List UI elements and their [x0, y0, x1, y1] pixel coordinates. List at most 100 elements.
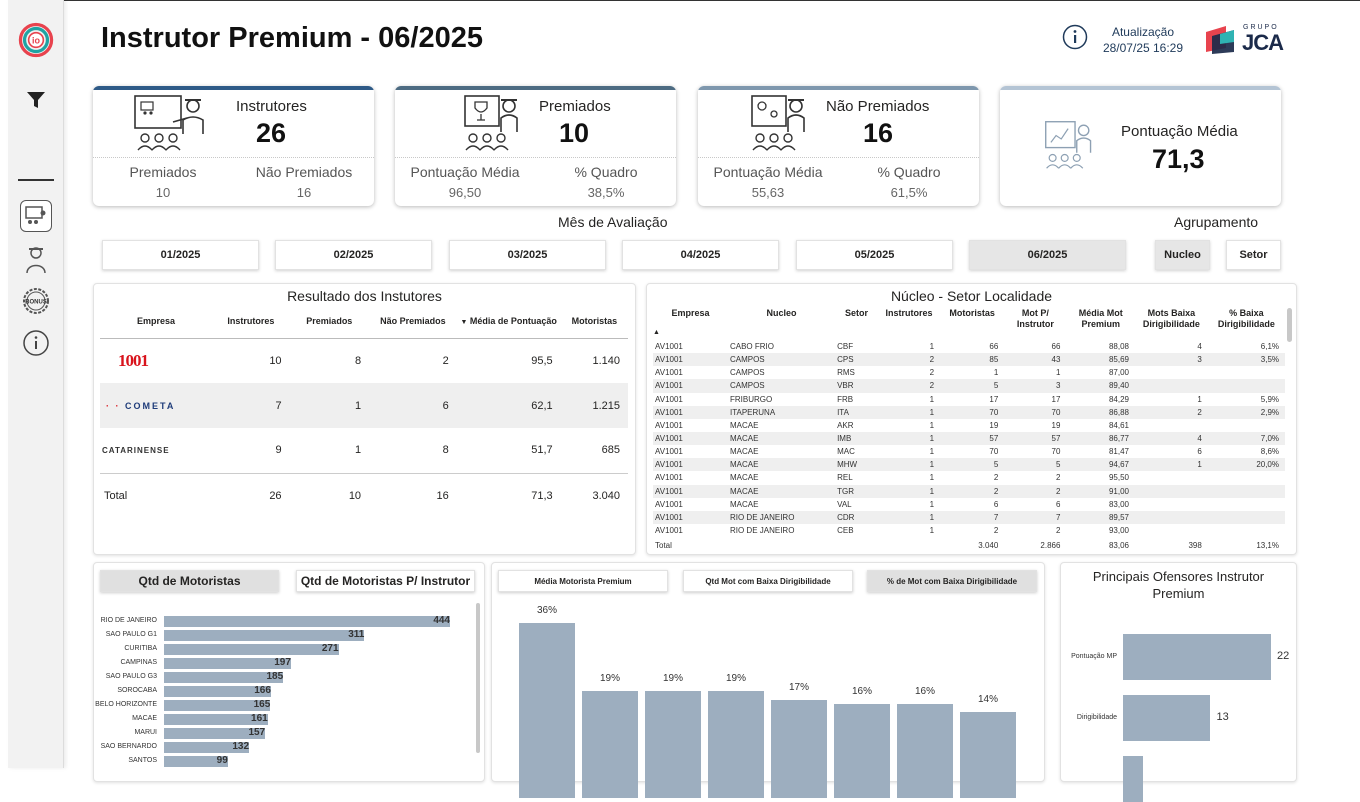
- tab-qtd-motoristas-p-instrutor[interactable]: Qtd de Motoristas P/ Instrutor: [296, 570, 475, 592]
- card-sub1-value: 96,50: [448, 185, 482, 200]
- col-media-pontuacao[interactable]: ▼ Média de Pontuação: [456, 304, 561, 339]
- table-row[interactable]: AV1001 RIO DE JANEIRO CEB 1 2 2 93,00: [653, 524, 1285, 537]
- grouping-setor-button[interactable]: Setor: [1226, 240, 1281, 270]
- col-empresa[interactable]: Empresa: [100, 304, 213, 339]
- bar[interactable]: [164, 742, 250, 753]
- bar[interactable]: [1123, 756, 1144, 802]
- bar[interactable]: [164, 644, 339, 655]
- col-mot-p-instrutor[interactable]: Mot P/ Instrutor: [1016, 308, 1054, 329]
- card-sub2-label: % Quadro: [574, 164, 638, 180]
- cell: 62,1: [456, 383, 561, 428]
- chart-scrollbar[interactable]: [476, 603, 480, 753]
- classroom-icon[interactable]: [20, 200, 52, 232]
- bar-value-label: 22: [1277, 650, 1290, 662]
- cell: 17: [1051, 394, 1061, 404]
- table-row[interactable]: 1001 10 8 2 95,5 1.140: [100, 338, 628, 383]
- bar[interactable]: [582, 691, 638, 798]
- col-instrutores[interactable]: Instrutores: [212, 304, 290, 339]
- cell: 1: [929, 342, 935, 352]
- cell: CPS: [835, 353, 878, 367]
- bar[interactable]: [164, 700, 271, 711]
- trophy-classroom-icon: [463, 94, 521, 157]
- col-premiados[interactable]: Premiados: [289, 304, 370, 339]
- table-row[interactable]: · · COMETA 7 1 6 62,1 1.215: [100, 383, 628, 428]
- month-button-03-2025[interactable]: 03/2025: [449, 240, 606, 270]
- tab-pct-mot-baixa-dirigibilidade[interactable]: % de Mot com Baixa Dirigibilidade: [867, 570, 1037, 592]
- bar-value-label: 271: [321, 643, 339, 654]
- month-button-06-2025[interactable]: 06/2025: [969, 240, 1126, 270]
- bar[interactable]: [164, 672, 284, 683]
- bar[interactable]: [164, 756, 228, 767]
- table-row[interactable]: AV1001 ITAPERUNA ITA 1 70 70 86,88 2 2,9%: [653, 405, 1285, 419]
- table-row[interactable]: AV1001 MACAE VAL 1 6 6 83,00: [653, 498, 1285, 511]
- card-sub2-label: Não Premiados: [255, 164, 353, 180]
- month-button-01-2025[interactable]: 01/2025: [102, 240, 259, 270]
- table-scrollbar[interactable]: [1287, 308, 1292, 342]
- bar[interactable]: [1123, 695, 1211, 741]
- month-button-05-2025[interactable]: 05/2025: [796, 240, 953, 270]
- table-row[interactable]: AV1001 CAMPOS CPS 2 85 43 85,69 3 3,5%: [653, 353, 1285, 367]
- table-row[interactable]: AV1001 FRIBURGO FRB 1 17 17 84,29 1 5,9%: [653, 393, 1285, 406]
- bar-category-label: MARUI: [134, 729, 157, 736]
- tab-qtd-mot-baixa-dirigibilidade[interactable]: Qtd Mot com Baixa Dirigibilidade: [683, 570, 853, 592]
- table-row[interactable]: AV1001 MACAE TGR 1 2 2 91,00: [653, 484, 1285, 498]
- col-mots-baixa[interactable]: Mots Baixa Dirigibilidade: [1142, 308, 1200, 329]
- cell: 7,0%: [1207, 431, 1285, 446]
- bar[interactable]: [645, 691, 701, 798]
- cell: 84,61: [1108, 420, 1129, 430]
- bar-value-label: 132: [232, 741, 250, 752]
- cell: 6: [993, 499, 999, 509]
- col-instrutores[interactable]: Instrutores: [885, 308, 933, 318]
- logo-icon[interactable]: io: [18, 22, 54, 58]
- col-nucleo[interactable]: Nucleo: [766, 308, 797, 318]
- table-row[interactable]: AV1001 CAMPOS VBR 2 5 3 89,40: [653, 379, 1285, 393]
- bar[interactable]: [771, 699, 827, 798]
- tab-qtd-motoristas[interactable]: Qtd de Motoristas: [100, 570, 279, 592]
- table-row[interactable]: AV1001 MACAE MHW 1 5 5 94,67 1 20,0%: [653, 458, 1285, 472]
- col-motoristas[interactable]: Motoristas: [560, 304, 628, 339]
- grouping-nucleo-button[interactable]: Nucleo: [1155, 240, 1210, 270]
- col-empresa[interactable]: Empresa ▲: [653, 308, 710, 336]
- month-button-04-2025[interactable]: 04/2025: [622, 240, 779, 270]
- bar[interactable]: [164, 630, 365, 641]
- tab-media-motorista-premium[interactable]: Média Motorista Premium: [498, 570, 668, 592]
- table-row[interactable]: AV1001 MACAE MAC 1 70 70 81,47 6 8,6%: [653, 445, 1285, 458]
- filter-icon[interactable]: [18, 82, 54, 118]
- bar[interactable]: [164, 658, 291, 669]
- table-row[interactable]: AV1001 MACAE AKR 1 19 19 84,61: [653, 419, 1285, 432]
- cell: 66: [1051, 342, 1061, 352]
- table-row[interactable]: AV1001 CABO FRIO CBF 1 66 66 88,08 4 6,1%: [653, 340, 1285, 353]
- cell: 1: [993, 368, 999, 378]
- cell: 4: [1197, 342, 1202, 352]
- bar[interactable]: [164, 714, 268, 725]
- bar[interactable]: [519, 623, 575, 798]
- col-setor[interactable]: Setor: [844, 308, 868, 318]
- cell: 5: [940, 379, 1005, 393]
- month-button-02-2025[interactable]: 02/2025: [275, 240, 432, 270]
- info-icon[interactable]: [1062, 24, 1088, 55]
- table-row[interactable]: AV1001 MACAE IMB 1 57 57 86,77 4 7,0%: [653, 431, 1285, 446]
- col-pct-baixa[interactable]: % Baixa Dirigibilidade: [1217, 308, 1275, 329]
- info-icon[interactable]: [18, 325, 54, 361]
- bar[interactable]: [834, 703, 890, 798]
- table-row[interactable]: AV1001 MACAE REL 1 2 2 95,50: [653, 471, 1285, 484]
- table-row[interactable]: CATARINENSE 9 1 8 51,7 685: [100, 428, 628, 473]
- bar[interactable]: [708, 691, 764, 798]
- col-media-mot-premium[interactable]: Média Mot Premium: [1078, 308, 1123, 329]
- cell: [1134, 510, 1208, 524]
- bar[interactable]: [1123, 634, 1271, 680]
- bar[interactable]: [960, 711, 1016, 798]
- bonus-icon[interactable]: BONUS: [18, 283, 54, 319]
- svg-text:BONUS: BONUS: [25, 300, 47, 306]
- bar[interactable]: [164, 728, 266, 739]
- col-motoristas[interactable]: Motoristas: [949, 308, 995, 318]
- table-row[interactable]: AV1001 RIO DE JANEIRO CDR 1 7 7 89,57: [653, 510, 1285, 524]
- bar[interactable]: [164, 616, 450, 627]
- col-nao-premiados[interactable]: Não Premiados: [369, 304, 457, 339]
- bar[interactable]: [164, 686, 271, 697]
- bar[interactable]: [897, 703, 953, 798]
- instructor-icon[interactable]: [18, 242, 54, 278]
- table-row[interactable]: AV1001 CAMPOS RMS 2 1 1 87,00: [653, 366, 1285, 379]
- bar-value-label: 19%: [599, 673, 620, 685]
- ofensores-title: Principais Ofensores Instrutor Premium: [1092, 569, 1265, 601]
